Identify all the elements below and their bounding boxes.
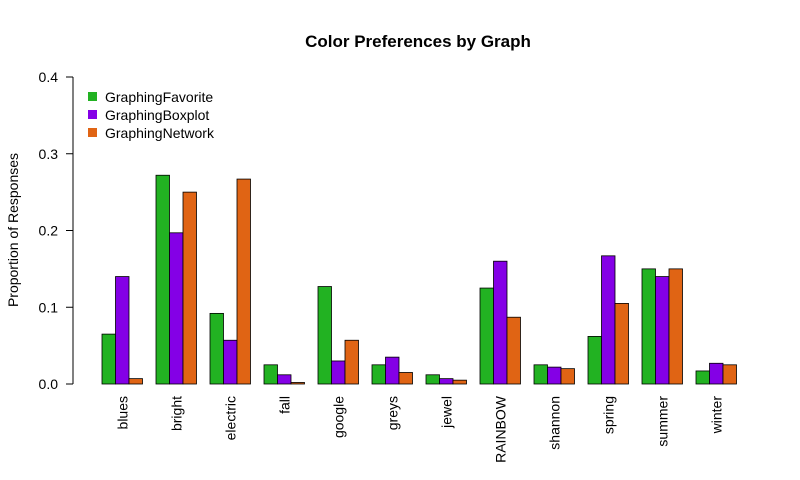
x-tick-label: google [330, 396, 346, 438]
bar-fall-GraphingFavorite [263, 364, 278, 385]
y-tick-label: 0.2 [39, 223, 59, 239]
y-tick-label: 0.3 [39, 146, 59, 162]
x-tick-label: spring [600, 396, 616, 434]
legend: GraphingFavorite GraphingBoxplot GraphingN… [88, 89, 215, 141]
bar-bright-GraphingBoxplot [169, 232, 184, 385]
x-tick-label: fall [276, 396, 292, 414]
bar-summer-GraphingBoxplot [655, 276, 670, 385]
legend-label: GraphingBoxplot [105, 107, 209, 123]
legend-swatch [88, 128, 97, 137]
legend-swatch [88, 92, 97, 101]
bar-blues-GraphingNetwork [128, 378, 143, 385]
y-tick-label: 0.0 [39, 376, 59, 392]
bar-bright-GraphingFavorite [155, 174, 170, 385]
x-tick-label: jewel [438, 396, 454, 429]
chart-title: Color Preferences by Graph [305, 32, 531, 51]
x-tick-label: summer [654, 396, 670, 447]
x-tick-label: greys [384, 396, 400, 430]
bar-winter-GraphingFavorite [695, 370, 710, 385]
bar-RAINBOW-GraphingNetwork [506, 316, 521, 385]
y-axis-label: Proportion of Responses [5, 153, 21, 307]
x-tick-label: winter [708, 396, 724, 435]
x-axis-labels: blues bright electric fall google greys jewel R… [114, 395, 724, 463]
x-tick-label: blues [114, 396, 130, 429]
bar-spring-GraphingNetwork [614, 303, 629, 385]
bar-electric-GraphingNetwork [236, 178, 251, 385]
bar-summer-GraphingFavorite [641, 268, 656, 385]
x-tick-label: shannon [546, 396, 562, 450]
bar-blues-GraphingFavorite [101, 333, 116, 385]
bar-winter-GraphingNetwork [722, 364, 737, 385]
bar-greys-GraphingFavorite [371, 364, 386, 385]
bar-google-GraphingBoxplot [331, 360, 346, 385]
bars-group [101, 174, 737, 385]
bar-fall-GraphingNetwork [290, 382, 305, 385]
bar-jewel-GraphingNetwork [452, 379, 467, 385]
bar-shannon-GraphingBoxplot [547, 366, 562, 385]
legend-label: GraphingNetwork [105, 125, 215, 141]
x-tick-label: electric [222, 396, 238, 440]
x-tick-label: bright [168, 396, 184, 431]
bar-bright-GraphingNetwork [182, 191, 197, 385]
bar-electric-GraphingBoxplot [223, 339, 238, 385]
x-tick-label: RAINBOW [492, 395, 508, 463]
y-tick-label: 0.1 [39, 299, 59, 315]
bar-fall-GraphingBoxplot [277, 374, 292, 385]
bar-google-GraphingFavorite [317, 286, 332, 385]
bar-blues-GraphingBoxplot [115, 276, 130, 385]
bar-greys-GraphingNetwork [398, 372, 413, 385]
bar-shannon-GraphingNetwork [560, 368, 575, 385]
bar-RAINBOW-GraphingBoxplot [493, 260, 508, 385]
y-axis: 0.0 0.1 0.2 0.3 0.4 [39, 69, 74, 392]
legend-label: GraphingFavorite [105, 89, 213, 105]
bar-shannon-GraphingFavorite [533, 364, 548, 385]
bar-greys-GraphingBoxplot [385, 356, 400, 385]
bar-winter-GraphingBoxplot [709, 362, 724, 385]
bar-google-GraphingNetwork [344, 339, 359, 385]
bar-RAINBOW-GraphingFavorite [479, 287, 494, 385]
bar-jewel-GraphingFavorite [425, 374, 440, 385]
legend-swatch [88, 110, 97, 119]
y-tick-label: 0.4 [39, 69, 59, 85]
bar-spring-GraphingBoxplot [601, 255, 616, 385]
bar-jewel-GraphingBoxplot [439, 378, 454, 385]
bar-spring-GraphingFavorite [587, 336, 602, 385]
bar-summer-GraphingNetwork [668, 268, 683, 385]
bar-electric-GraphingFavorite [209, 312, 224, 385]
